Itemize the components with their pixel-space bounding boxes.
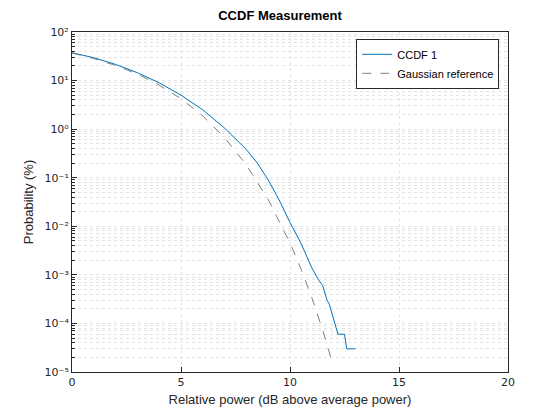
svg-text:Gaussian reference: Gaussian reference (397, 68, 493, 80)
svg-text:10²: 10² (50, 26, 68, 39)
svg-text:10⁻⁵: 10⁻⁵ (45, 366, 69, 379)
svg-text:10⁻⁴: 10⁻⁴ (45, 317, 70, 330)
svg-text:10⁻²: 10⁻² (45, 220, 69, 233)
svg-text:20: 20 (501, 376, 515, 389)
svg-text:15: 15 (392, 376, 406, 389)
svg-text:10¹: 10¹ (50, 74, 68, 87)
svg-text:CCDF Measurement: CCDF Measurement (218, 8, 342, 23)
svg-text:Probability (%): Probability (%) (21, 160, 36, 245)
svg-text:10⁰: 10⁰ (50, 123, 69, 136)
svg-text:10⁻³: 10⁻³ (45, 269, 69, 282)
svg-text:0: 0 (69, 376, 76, 389)
svg-text:5: 5 (178, 376, 185, 389)
svg-text:10⁻¹: 10⁻¹ (45, 172, 69, 185)
svg-text:10: 10 (283, 376, 297, 389)
svg-text:Relative power (dB above avera: Relative power (dB above average power) (169, 392, 412, 407)
svg-text:CCDF 1: CCDF 1 (397, 49, 437, 61)
